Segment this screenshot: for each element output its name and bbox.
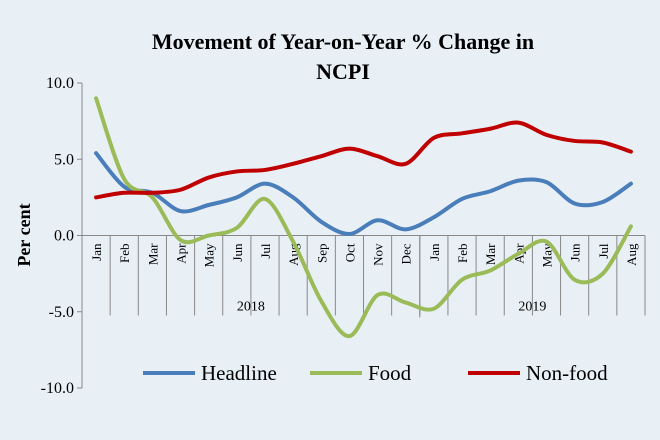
- legend-label-food: Food: [368, 361, 412, 385]
- legend: Headline Food Non-food: [143, 361, 608, 385]
- y-tick-label: 5.0: [54, 151, 74, 168]
- x-tick-label: Jul: [596, 243, 611, 259]
- x-tick-label: Nov: [371, 243, 386, 266]
- chart-title-line-1: Movement of Year-on-Year % Change in: [152, 29, 534, 54]
- legend-label-headline: Headline: [201, 361, 277, 385]
- axes: [81, 83, 646, 388]
- year-label: 2019: [518, 300, 546, 315]
- y-ticks: 10.0 5.0 0.0 -5.0 -10.0: [41, 75, 82, 397]
- chart-title-line-2: NCPI: [316, 59, 370, 84]
- x-tick-label: Jul: [258, 243, 273, 259]
- x-tick-label: Feb: [455, 244, 470, 264]
- x-tick-label: Jan: [89, 243, 104, 261]
- series-line-non-food: [94, 120, 633, 200]
- year-labels: 2018 2019: [237, 300, 547, 315]
- y-tick-label: 0.0: [54, 228, 74, 245]
- legend-label-non-food: Non-food: [526, 361, 608, 385]
- x-tick-label: Sep: [314, 244, 329, 264]
- x-tick-label: Jun: [230, 243, 245, 262]
- year-label: 2018: [237, 300, 265, 315]
- x-tick-label: Jun: [568, 243, 583, 262]
- x-tick-label: Dec: [399, 243, 414, 264]
- y-tick-label: 10.0: [46, 75, 74, 92]
- x-tick-label: Jan: [427, 243, 442, 261]
- x-tick-label: Aug: [624, 243, 639, 266]
- x-tick-label: May: [539, 243, 554, 267]
- series-lines: [94, 96, 633, 339]
- x-ticks: Jan Feb Mar Apr May Jun Jul Aug Sep Oct Nov Dec Jan F…: [89, 243, 639, 268]
- x-tick-label: May: [202, 243, 217, 267]
- x-tick-label: Feb: [117, 244, 132, 264]
- y-tick-label: -10.0: [41, 380, 74, 397]
- x-tick-label: Mar: [145, 243, 160, 265]
- y-axis-title: Per cent: [14, 203, 34, 266]
- series-line-food: [94, 96, 633, 339]
- x-tick-label: Oct: [342, 243, 357, 262]
- x-tick-label: Mar: [483, 243, 498, 265]
- y-tick-label: -5.0: [49, 304, 74, 321]
- series-line-headline: [94, 151, 633, 236]
- x-tick-label: Apr: [174, 243, 189, 264]
